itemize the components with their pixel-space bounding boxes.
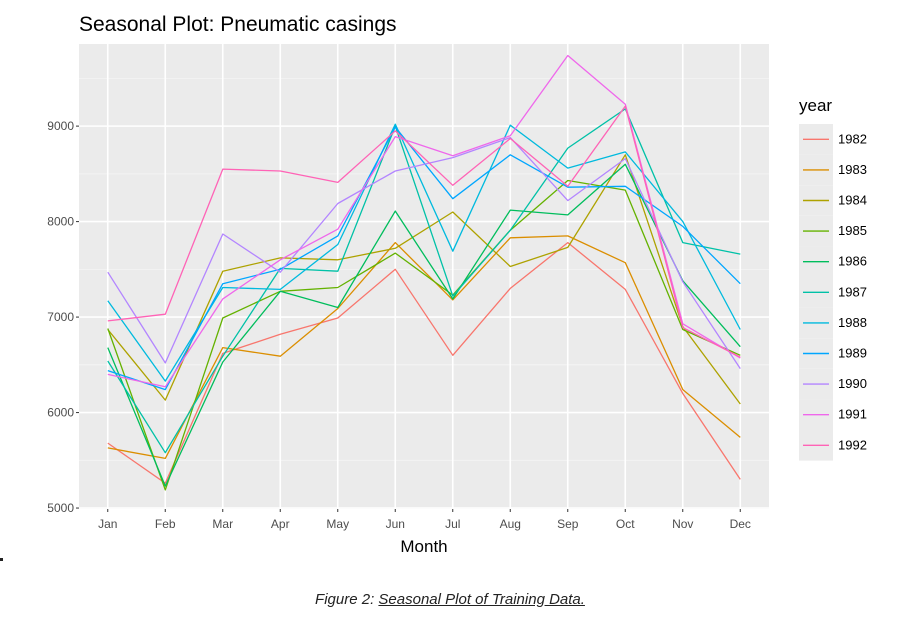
series-line-1990 — [107, 136, 741, 369]
grid-lines — [79, 44, 769, 509]
x-axis-title: Month — [400, 537, 447, 556]
seasonal-plot: Seasonal Plot: Pneumatic casings 5000 600… — [47, 13, 867, 556]
series-line-1982 — [107, 241, 741, 484]
x-tick-label: Jul — [445, 517, 460, 531]
x-tick-label: Jun — [386, 517, 405, 531]
x-tick-label: Nov — [672, 517, 693, 531]
legend-label: 1982 — [838, 131, 867, 146]
legend-label: 1990 — [838, 376, 867, 391]
y-tick-label: 6000 — [47, 406, 74, 420]
legend-label: 1983 — [838, 162, 867, 177]
chart-title: Seasonal Plot: Pneumatic casings — [79, 13, 397, 36]
x-tick-label: Feb — [155, 517, 176, 531]
series-line-1985 — [107, 179, 741, 491]
y-axis: 5000 6000 7000 8000 9000 — [47, 119, 79, 515]
legend-label: 1988 — [838, 315, 867, 330]
y-tick-label: 5000 — [47, 501, 74, 515]
y-tick-label: 7000 — [47, 310, 74, 324]
x-tick-label: Sep — [557, 517, 579, 531]
x-tick-label: Mar — [212, 517, 233, 531]
x-tick-label: Dec — [730, 517, 751, 531]
x-axis: Jan Feb Mar Apr May Jun Jul Aug Sep Oct Nov Dec — [98, 509, 751, 531]
figure-caption: Figure 2: Seasonal Plot of Training Data… — [0, 591, 900, 608]
x-tick-label: Oct — [616, 517, 635, 531]
x-tick-label: Aug — [500, 517, 521, 531]
legend-label: 1987 — [838, 284, 867, 299]
series-lines — [107, 54, 741, 491]
series-line-1992 — [107, 105, 741, 358]
series-line-1989 — [107, 126, 741, 391]
legend-label: 1986 — [838, 254, 867, 269]
series-line-1988 — [107, 123, 741, 382]
legend-label: 1992 — [838, 437, 867, 452]
x-tick-label: May — [326, 517, 349, 531]
y-tick-label: 8000 — [47, 215, 74, 229]
legend-label: 1984 — [838, 193, 867, 208]
stray-mark — [0, 558, 3, 561]
caption-text: Seasonal Plot of Training Data. — [378, 591, 585, 608]
series-line-1986 — [107, 163, 741, 487]
plot-panel — [79, 44, 769, 509]
series-line-1987 — [107, 108, 741, 454]
series-line-1983 — [107, 235, 741, 460]
legend-label: 1991 — [838, 407, 867, 422]
x-tick-label: Apr — [271, 517, 290, 531]
x-tick-label: Jan — [98, 517, 117, 531]
y-tick-label: 9000 — [47, 119, 74, 133]
legend-label: 1985 — [838, 223, 867, 238]
legend-title: year — [799, 96, 832, 115]
caption-prefix: Figure 2: — [315, 591, 379, 608]
legend-label: 1989 — [838, 346, 867, 361]
legend: year 1982 1983 1984 1985 1986 1987 1988 1989 199… — [799, 96, 867, 461]
